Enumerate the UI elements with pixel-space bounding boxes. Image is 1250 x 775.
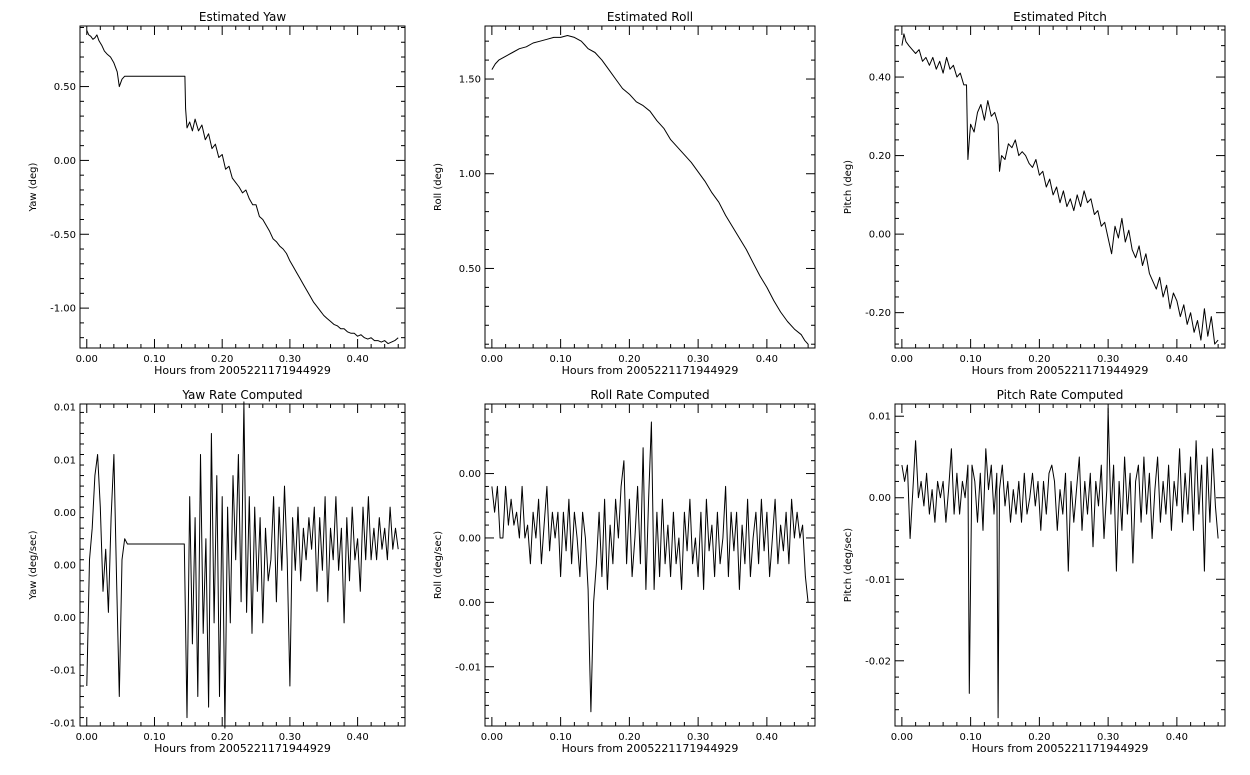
x-tick-label: 0.40 (346, 732, 368, 743)
chart-panel-roll: 0.00 0.10 0.20 0.30 0.40 1.50 1.00 0.50 Estimate… (433, 10, 816, 377)
y-tick-label: 0.00 (54, 156, 76, 167)
chart-title-pitch: Estimated Pitch (1013, 10, 1107, 24)
y-tick-label: -0.01 (50, 666, 76, 677)
x-tick-label: 0.30 (1097, 732, 1119, 743)
y-tick-label: 0.00 (54, 561, 76, 572)
y-tick-label: 0.01 (869, 412, 891, 423)
y-tick-label: 0.00 (54, 508, 76, 519)
y-tick-label: -0.01 (865, 575, 891, 586)
y-tick-label: -1.00 (50, 304, 76, 315)
y-tick-label: 0.00 (459, 598, 481, 609)
chart-title-roll-rate: Roll Rate Computed (590, 388, 709, 402)
series-line-pitch-rate (901, 407, 1219, 719)
x-tick-label: 0.20 (618, 354, 640, 365)
x-tick-label: 0.30 (279, 354, 301, 365)
chart-panel-pitch-rate: 0.00 0.10 0.20 0.30 0.40 0.01 0.00 -0.01 -0.02 Pi… (843, 388, 1226, 755)
x-tick-label: 0.40 (756, 732, 778, 743)
x-tick-label: 0.30 (1097, 354, 1119, 365)
y-axis-label-pitch: Pitch (deg) (843, 160, 854, 214)
x-tick-label: 0.00 (76, 354, 98, 365)
y-tick-label: 0.00 (869, 230, 891, 241)
x-tick-label: 0.30 (687, 354, 709, 365)
plot-frame-roll-rate (484, 403, 816, 727)
chart-panel-pitch: 0.00 0.10 0.20 0.30 0.40 0.40 0.20 0.00 -0.20 Est… (843, 10, 1226, 377)
x-tick-label: 0.00 (891, 732, 913, 743)
y-axis-label-pitch-rate: Pitch (deg/sec) (843, 528, 854, 603)
x-axis-label-roll: Hours from 2005221171944929 (562, 364, 739, 377)
x-tick-label: 0.00 (891, 354, 913, 365)
x-tick-label: 0.10 (143, 732, 165, 743)
plot-frame-yaw (79, 25, 406, 349)
y-tick-label: 0.40 (869, 73, 891, 84)
chart-panel-yaw-rate: 0.00 0.10 0.20 0.30 0.40 0.01 0.01 0.00 0.00 0.00… (28, 388, 406, 755)
y-tick-label: -0.02 (865, 656, 891, 667)
plot-frame-pitch-rate (894, 403, 1226, 727)
x-axis-label-pitch: Hours from 2005221171944929 (972, 364, 1149, 377)
x-tick-label: 0.40 (1166, 732, 1188, 743)
y-tick-label: 0.50 (54, 82, 76, 93)
series-line-yaw-rate (86, 401, 399, 729)
x-tick-label: 0.00 (76, 732, 98, 743)
x-tick-label: 0.30 (279, 732, 301, 743)
x-tick-label: 0.40 (756, 354, 778, 365)
y-tick-label: 0.00 (459, 469, 481, 480)
y-tick-label: 0.01 (54, 455, 76, 466)
y-tick-label: 0.00 (869, 493, 891, 504)
x-tick-label: 0.10 (549, 732, 571, 743)
x-tick-label: 0.40 (1166, 354, 1188, 365)
x-tick-label: 0.20 (618, 732, 640, 743)
x-tick-label: 0.10 (959, 732, 981, 743)
y-tick-label: 0.00 (459, 533, 481, 544)
y-tick-label: -0.20 (865, 308, 891, 319)
x-axis-label-yaw: Hours from 2005221171944929 (154, 364, 331, 377)
x-tick-label: 0.10 (143, 354, 165, 365)
y-axis-label-yaw-rate: Yaw (deg/sec) (28, 530, 39, 600)
x-tick-label: 0.20 (211, 354, 233, 365)
x-tick-label: 0.30 (687, 732, 709, 743)
y-tick-label: -0.01 (455, 662, 481, 673)
y-tick-label: 0.01 (54, 403, 76, 414)
series-line-pitch (901, 33, 1219, 345)
y-tick-label: 1.00 (459, 169, 481, 180)
chart-title-roll: Estimated Roll (607, 10, 693, 24)
y-axis-label-roll-rate: Roll (deg/sec) (433, 531, 444, 599)
x-tick-label: 0.10 (959, 354, 981, 365)
x-axis-label-roll-rate: Hours from 2005221171944929 (562, 742, 739, 755)
plot-frame-roll (484, 25, 816, 349)
y-tick-label: 0.50 (459, 264, 481, 275)
x-axis-label-yaw-rate: Hours from 2005221171944929 (154, 742, 331, 755)
x-tick-label: 0.00 (481, 732, 503, 743)
x-tick-label: 0.00 (481, 354, 503, 365)
series-line-yaw (86, 30, 399, 345)
chart-title-pitch-rate: Pitch Rate Computed (997, 388, 1124, 402)
series-line-roll-rate (491, 421, 809, 713)
series-line-roll (491, 35, 809, 345)
x-axis-label-pitch-rate: Hours from 2005221171944929 (972, 742, 1149, 755)
chart-panel-roll-rate: 0.00 0.10 0.20 0.30 0.40 0.00 0.00 0.00 -0.01 Rol… (433, 388, 816, 755)
plot-frame-yaw-rate (79, 403, 406, 727)
y-axis-label-yaw: Yaw (deg) (28, 162, 39, 212)
x-tick-label: 0.40 (346, 354, 368, 365)
plot-frame-pitch (894, 25, 1226, 349)
y-axis-label-roll: Roll (deg) (433, 163, 444, 211)
y-tick-label: -0.50 (50, 230, 76, 241)
y-tick-label: 0.00 (54, 613, 76, 624)
x-tick-label: 0.20 (211, 732, 233, 743)
x-tick-label: 0.20 (1028, 732, 1050, 743)
chart-panel-yaw: 0.00 0.10 0.20 0.30 0.40 0.50 0.00 -0.50 -1.00 Es… (28, 10, 406, 377)
x-tick-label: 0.10 (549, 354, 571, 365)
y-tick-label: 1.50 (459, 75, 481, 86)
chart-title-yaw: Estimated Yaw (199, 10, 286, 24)
chart-title-yaw-rate: Yaw Rate Computed (181, 388, 302, 402)
y-tick-label: 0.20 (869, 151, 891, 162)
x-tick-label: 0.20 (1028, 354, 1050, 365)
y-tick-label: -0.01 (50, 718, 76, 729)
